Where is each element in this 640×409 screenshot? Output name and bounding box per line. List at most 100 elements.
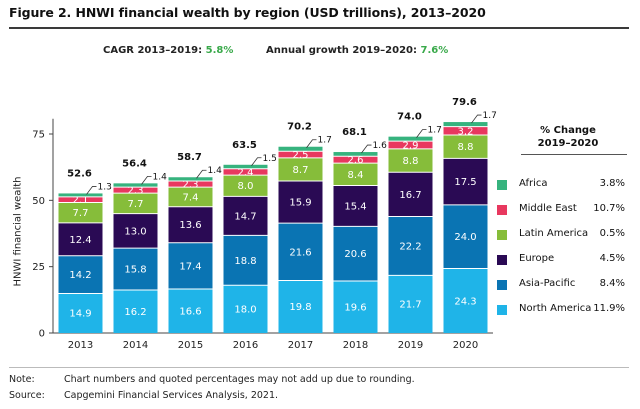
legend-item-north-america: North America 11.9% — [497, 303, 629, 317]
legend-item-latin-america: Latin America 0.5% — [497, 228, 629, 242]
data-label: 1.7 — [428, 126, 442, 136]
bar-segment-north-america — [333, 280, 378, 333]
legend-item-middle-east: Middle East 10.7% — [497, 203, 629, 217]
data-label: 2.5 — [293, 150, 309, 161]
data-label: 7.4 — [183, 192, 199, 203]
bar-segment-europe — [278, 180, 323, 224]
legend-pct: 0.5% — [599, 228, 625, 239]
legend-pct: 11.9% — [593, 303, 625, 314]
legend-swatch-europe — [497, 255, 507, 265]
data-label: 1.4 — [153, 172, 168, 182]
source-text: Capgemini Financial Services Analysis, 2… — [64, 390, 279, 401]
callout-leader — [86, 186, 97, 195]
bar-segment-europe — [388, 172, 433, 217]
bar-segment-europe — [58, 222, 103, 256]
data-label: 13.0 — [124, 226, 146, 237]
data-label: 1.6 — [373, 141, 388, 151]
bar-segment-latin-america — [168, 187, 213, 207]
data-label: 24.0 — [454, 232, 476, 243]
data-label: 24.3 — [454, 296, 476, 307]
data-label: 15.4 — [344, 201, 366, 212]
annual-growth-caption: Annual growth 2019–2020: 7.6% — [266, 45, 448, 56]
annual-growth-label: Annual growth 2019–2020: — [266, 45, 421, 56]
legend-header: % Change 2019–2020 — [523, 124, 613, 150]
legend-name: North America — [519, 303, 592, 314]
bar-segment-middle-east — [223, 168, 268, 176]
data-label: 12.4 — [69, 235, 91, 246]
data-label: 18.8 — [234, 256, 256, 267]
total-label: 58.7 — [177, 152, 202, 163]
legend-swatch-asia-pacific — [497, 280, 507, 290]
bar-segment-europe — [223, 196, 268, 236]
bar-segment-latin-america — [443, 135, 488, 159]
data-label: 2.4 — [238, 167, 254, 178]
callout-leader — [141, 175, 152, 185]
legend-name: Africa — [519, 178, 548, 189]
legend-pct: 10.7% — [593, 203, 625, 214]
data-label: 1.4 — [208, 166, 223, 176]
x-tick-label: 2020 — [453, 340, 478, 351]
legend-name: Latin America — [519, 228, 589, 239]
footer-source: Source: Capgemini Financial Services Anal… — [9, 390, 278, 401]
y-tick-label: 75 — [32, 130, 45, 141]
bar-segment-africa — [388, 136, 433, 142]
legend-name: Europe — [519, 253, 555, 264]
bar-segment-middle-east — [58, 196, 103, 203]
source-key: Source: — [9, 390, 45, 401]
bar-segment-africa — [443, 122, 488, 127]
bar-segment-middle-east — [443, 126, 488, 136]
bar-segment-latin-america — [333, 163, 378, 186]
bar-segment-europe — [168, 206, 213, 243]
data-label: 1.3 — [98, 182, 112, 192]
legend-divider — [521, 154, 627, 155]
total-label: 70.2 — [287, 122, 312, 133]
data-label: 17.4 — [179, 261, 201, 272]
x-tick-label: 2016 — [233, 340, 258, 351]
bar-segment-north-america — [278, 280, 323, 333]
bar-segment-asia-pacific — [58, 255, 103, 294]
data-label: 18.0 — [234, 305, 256, 316]
data-label: 8.8 — [458, 142, 474, 153]
data-label: 1.7 — [318, 136, 332, 146]
total-label: 79.6 — [452, 97, 477, 108]
callout-leader — [306, 139, 317, 148]
bar-segment-middle-east — [113, 187, 158, 194]
bar-segment-latin-america — [388, 148, 433, 173]
legend-item-asia-pacific: Asia-Pacific 8.4% — [497, 278, 629, 292]
legend-pct: 3.8% — [599, 178, 625, 189]
footer-note: Note: Chart numbers and quoted percentage… — [9, 374, 415, 385]
bar-segment-middle-east — [168, 180, 213, 188]
note-key: Note: — [9, 374, 35, 385]
data-label: 15.8 — [124, 265, 146, 276]
data-label: 21.6 — [289, 247, 311, 258]
bar-segment-africa — [58, 193, 103, 197]
legend-name: Middle East — [519, 203, 577, 214]
bar-segment-asia-pacific — [223, 235, 268, 286]
data-label: 8.0 — [238, 181, 254, 192]
data-label: 2.3 — [128, 186, 144, 197]
bar-segment-africa — [223, 164, 268, 169]
data-label: 21.7 — [399, 300, 421, 311]
data-label: 17.5 — [454, 177, 476, 188]
x-tick-label: 2013 — [68, 340, 93, 351]
cagr-value: 5.8% — [205, 45, 234, 56]
legend-swatch-africa — [497, 180, 507, 190]
bar-segment-north-america — [168, 288, 213, 333]
bar-segment-north-america — [113, 290, 158, 333]
bar-segment-latin-america — [113, 193, 158, 214]
data-label: 8.7 — [293, 165, 309, 176]
legend-pct: 8.4% — [599, 278, 625, 289]
data-label: 19.6 — [344, 302, 366, 313]
bar-segment-middle-east — [278, 151, 323, 158]
y-tick-label: 25 — [32, 262, 45, 273]
data-label: 19.8 — [289, 302, 311, 313]
callout-leader — [196, 169, 207, 179]
data-label: 7.7 — [128, 199, 144, 210]
bar-segment-north-america — [223, 285, 268, 333]
total-label: 63.5 — [232, 140, 257, 151]
total-label: 74.0 — [397, 112, 422, 123]
legend-pct: 4.5% — [599, 253, 625, 264]
bar-segment-asia-pacific — [278, 223, 323, 281]
bar-segment-europe — [333, 185, 378, 227]
